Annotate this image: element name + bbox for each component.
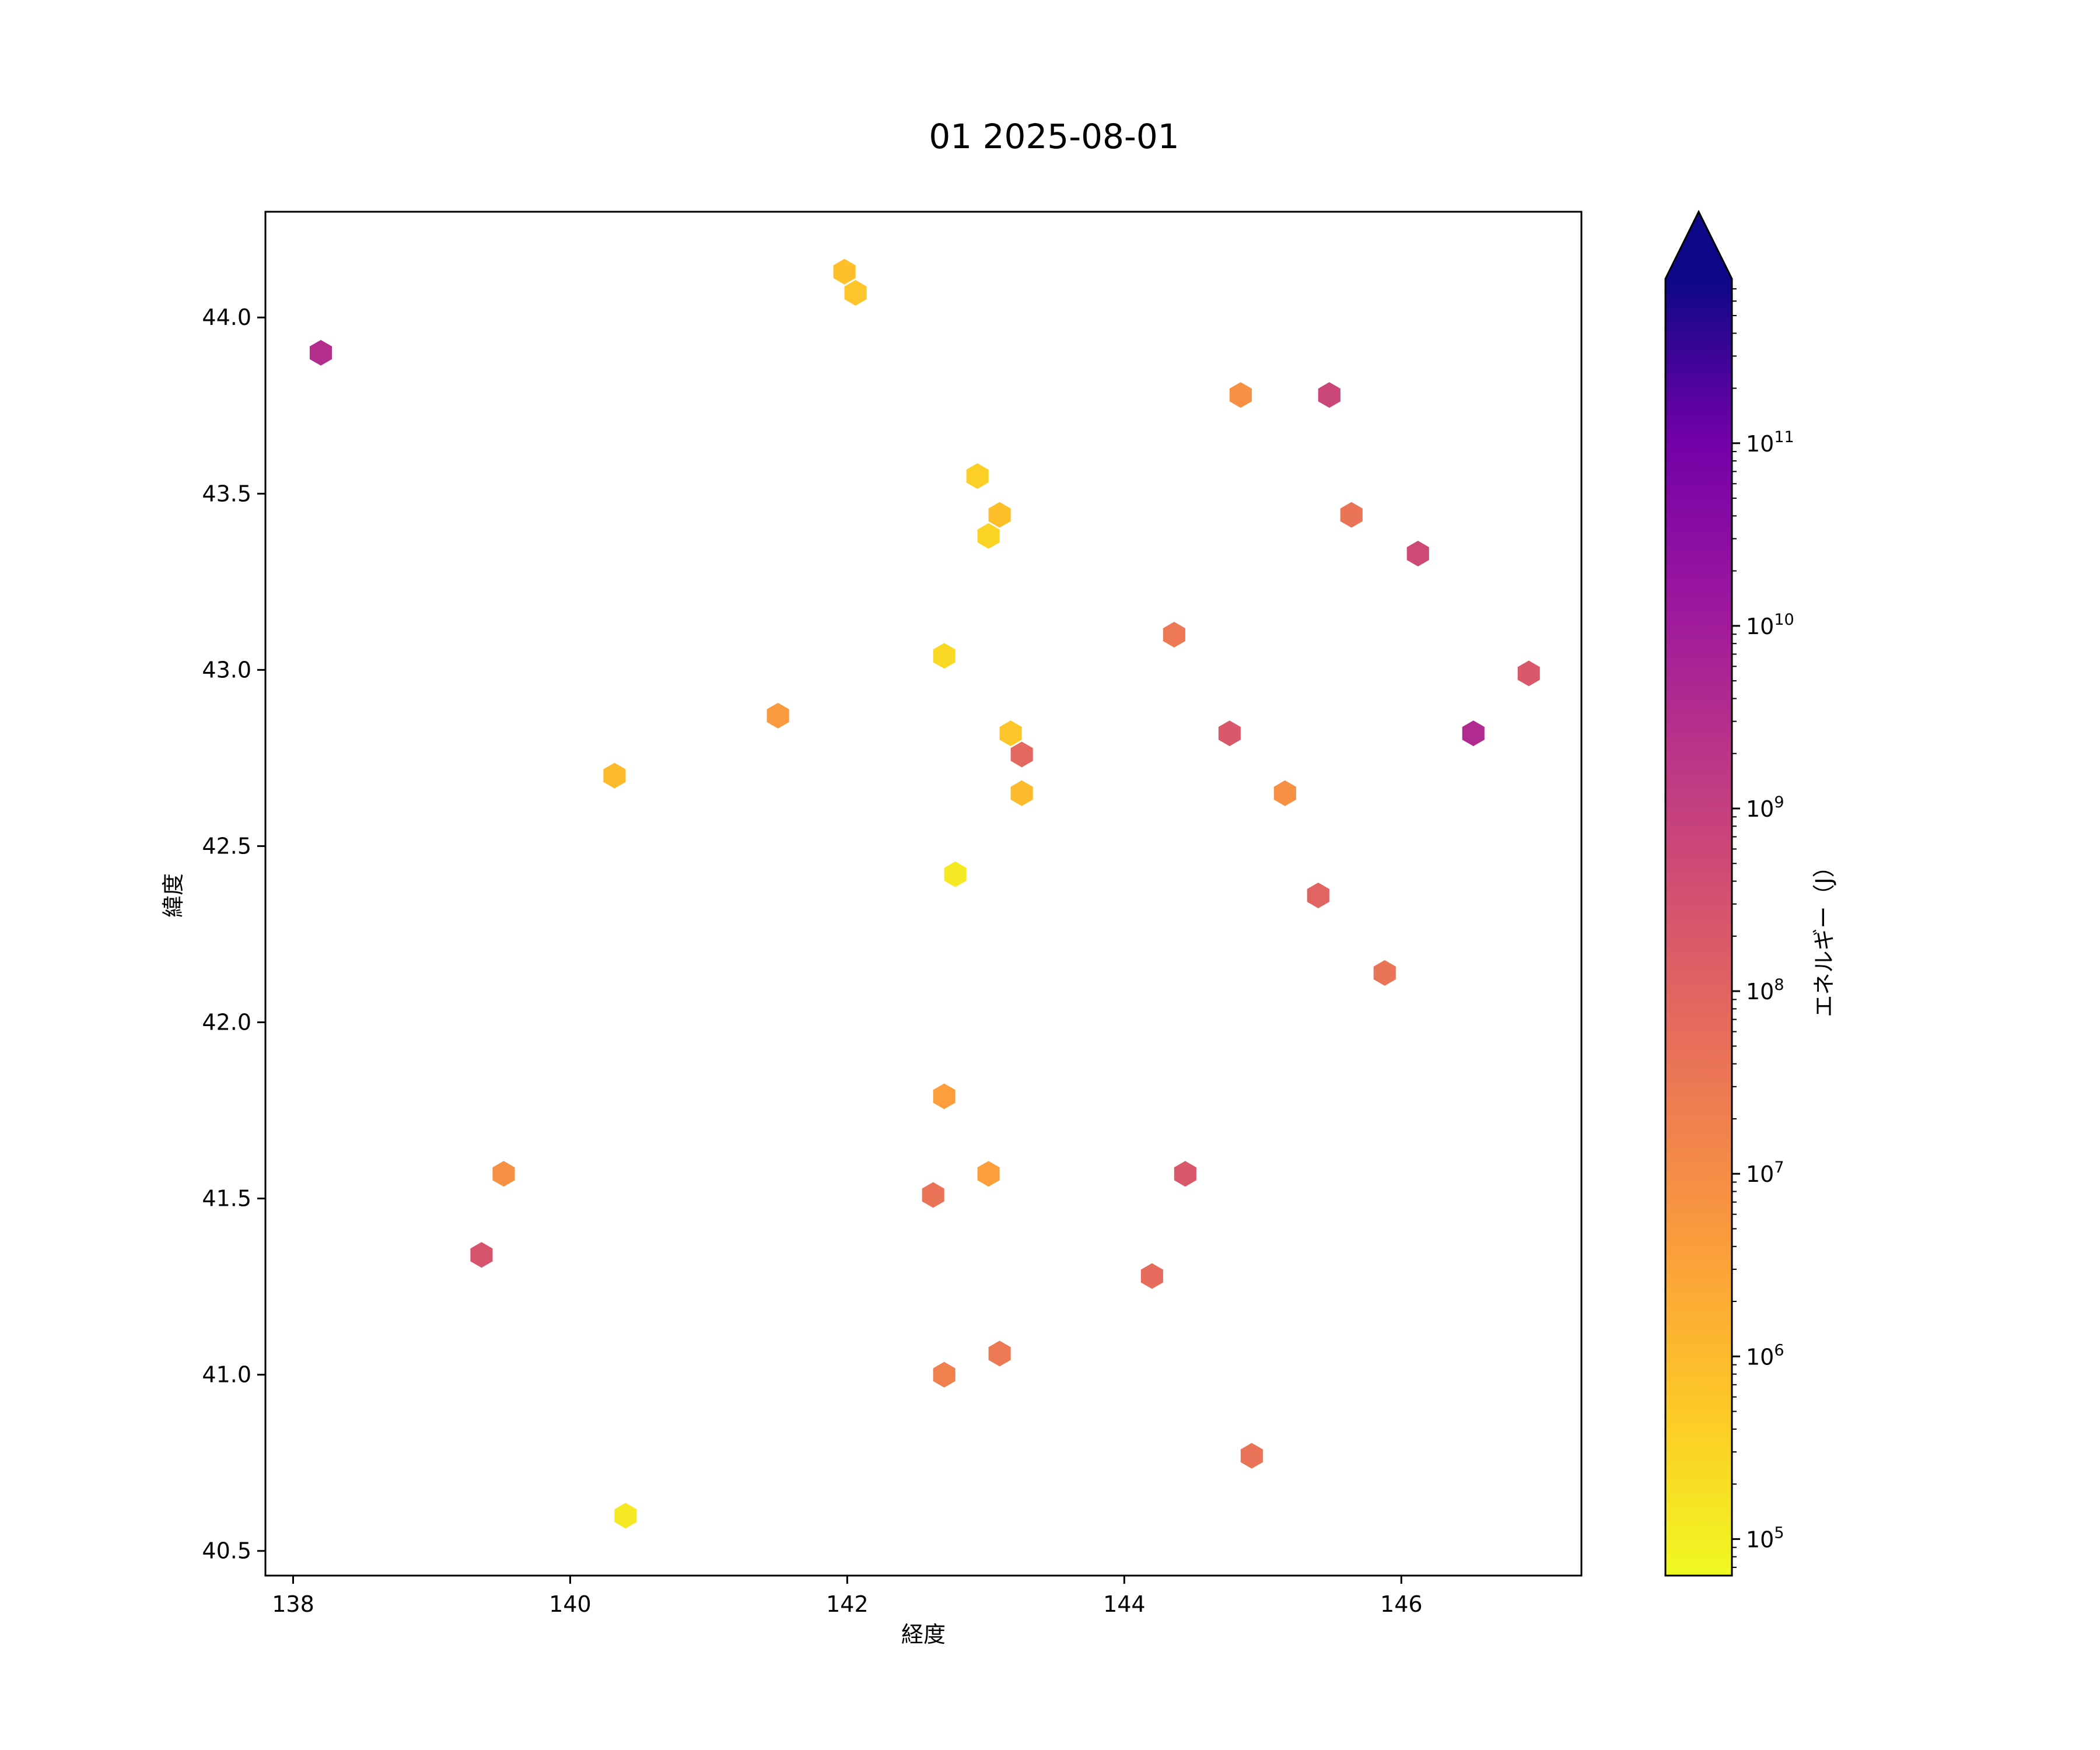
y-axis: 40.5 41.0 41.5 42.0 42.5 43.0 43.5 44.0 (202, 304, 265, 1564)
data-point (309, 340, 332, 366)
y-tick-label: 42.5 (202, 833, 251, 859)
x-tick-label: 140 (549, 1591, 592, 1617)
plot-area (265, 212, 1581, 1576)
colorbar-tick-label: 109 (1746, 793, 1784, 822)
colorbar-label: エネルギー（J） (1811, 855, 1837, 1017)
data-point (933, 643, 956, 669)
colorbar-tick-label: 106 (1746, 1341, 1784, 1370)
points-layer (309, 258, 1540, 1529)
x-axis: 138 140 142 144 146 (272, 1576, 1423, 1617)
data-point (1318, 382, 1340, 408)
colorbar-tick-label: 1010 (1746, 611, 1794, 639)
x-tick-label: 142 (826, 1591, 869, 1617)
colorbar-tick-label: 107 (1746, 1158, 1784, 1187)
y-tick-label: 41.0 (202, 1362, 251, 1388)
data-point (766, 702, 789, 729)
data-point (492, 1161, 515, 1187)
y-tick-label: 44.0 (202, 304, 251, 330)
colorbar-tick-label: 1011 (1746, 428, 1794, 457)
data-point (1010, 780, 1033, 806)
colorbar-tick-label: 105 (1746, 1524, 1784, 1552)
colorbar-outline (1664, 209, 1733, 1577)
chart-title: 01 2025-08-01 (929, 117, 1179, 156)
data-point (977, 1161, 1000, 1187)
data-point (1517, 660, 1540, 687)
x-axis-label: 経度 (901, 1622, 946, 1647)
y-tick-label: 41.5 (202, 1186, 251, 1212)
plot-frame (264, 211, 1583, 1577)
data-point (988, 1340, 1011, 1367)
data-point (603, 762, 626, 789)
data-point (999, 720, 1022, 747)
x-tick-label: 138 (272, 1591, 314, 1617)
x-tick-label: 144 (1103, 1591, 1146, 1617)
y-tick-label: 43.0 (202, 657, 251, 682)
data-point (944, 861, 967, 887)
data-point (1218, 720, 1241, 747)
x-tick-label: 146 (1380, 1591, 1423, 1617)
data-point (614, 1503, 637, 1529)
data-point (470, 1242, 493, 1268)
y-tick-label: 40.5 (202, 1538, 251, 1564)
data-point (1229, 382, 1252, 408)
data-point (933, 1362, 956, 1388)
data-point (988, 502, 1011, 528)
data-point (833, 258, 856, 285)
data-point (1140, 1263, 1163, 1289)
colorbar-gradient (1665, 279, 1732, 1576)
data-point (844, 280, 867, 306)
data-point (1406, 541, 1429, 566)
data-point (977, 523, 1000, 549)
data-point (1373, 960, 1396, 986)
data-point (1307, 883, 1329, 908)
y-tick-label: 42.0 (202, 1010, 251, 1035)
data-point (1340, 502, 1363, 528)
data-point (1273, 780, 1296, 806)
colorbar-ticks: 105 106 107 108 109 1010 1011 (1732, 288, 1794, 1568)
data-point (1462, 720, 1485, 747)
data-point (922, 1182, 944, 1208)
data-point (1163, 622, 1185, 648)
colorbar: 105 106 107 108 109 1010 1011 (1664, 209, 1794, 1577)
colorbar-extend-arrow (1665, 212, 1732, 279)
data-point (1240, 1443, 1263, 1469)
y-tick-label: 43.5 (202, 481, 251, 506)
data-point (933, 1083, 956, 1110)
data-point (1174, 1161, 1196, 1187)
data-point (966, 463, 989, 489)
y-axis-label: 緯度 (160, 873, 186, 918)
data-point (1010, 741, 1033, 768)
colorbar-tick-label: 108 (1746, 976, 1784, 1005)
